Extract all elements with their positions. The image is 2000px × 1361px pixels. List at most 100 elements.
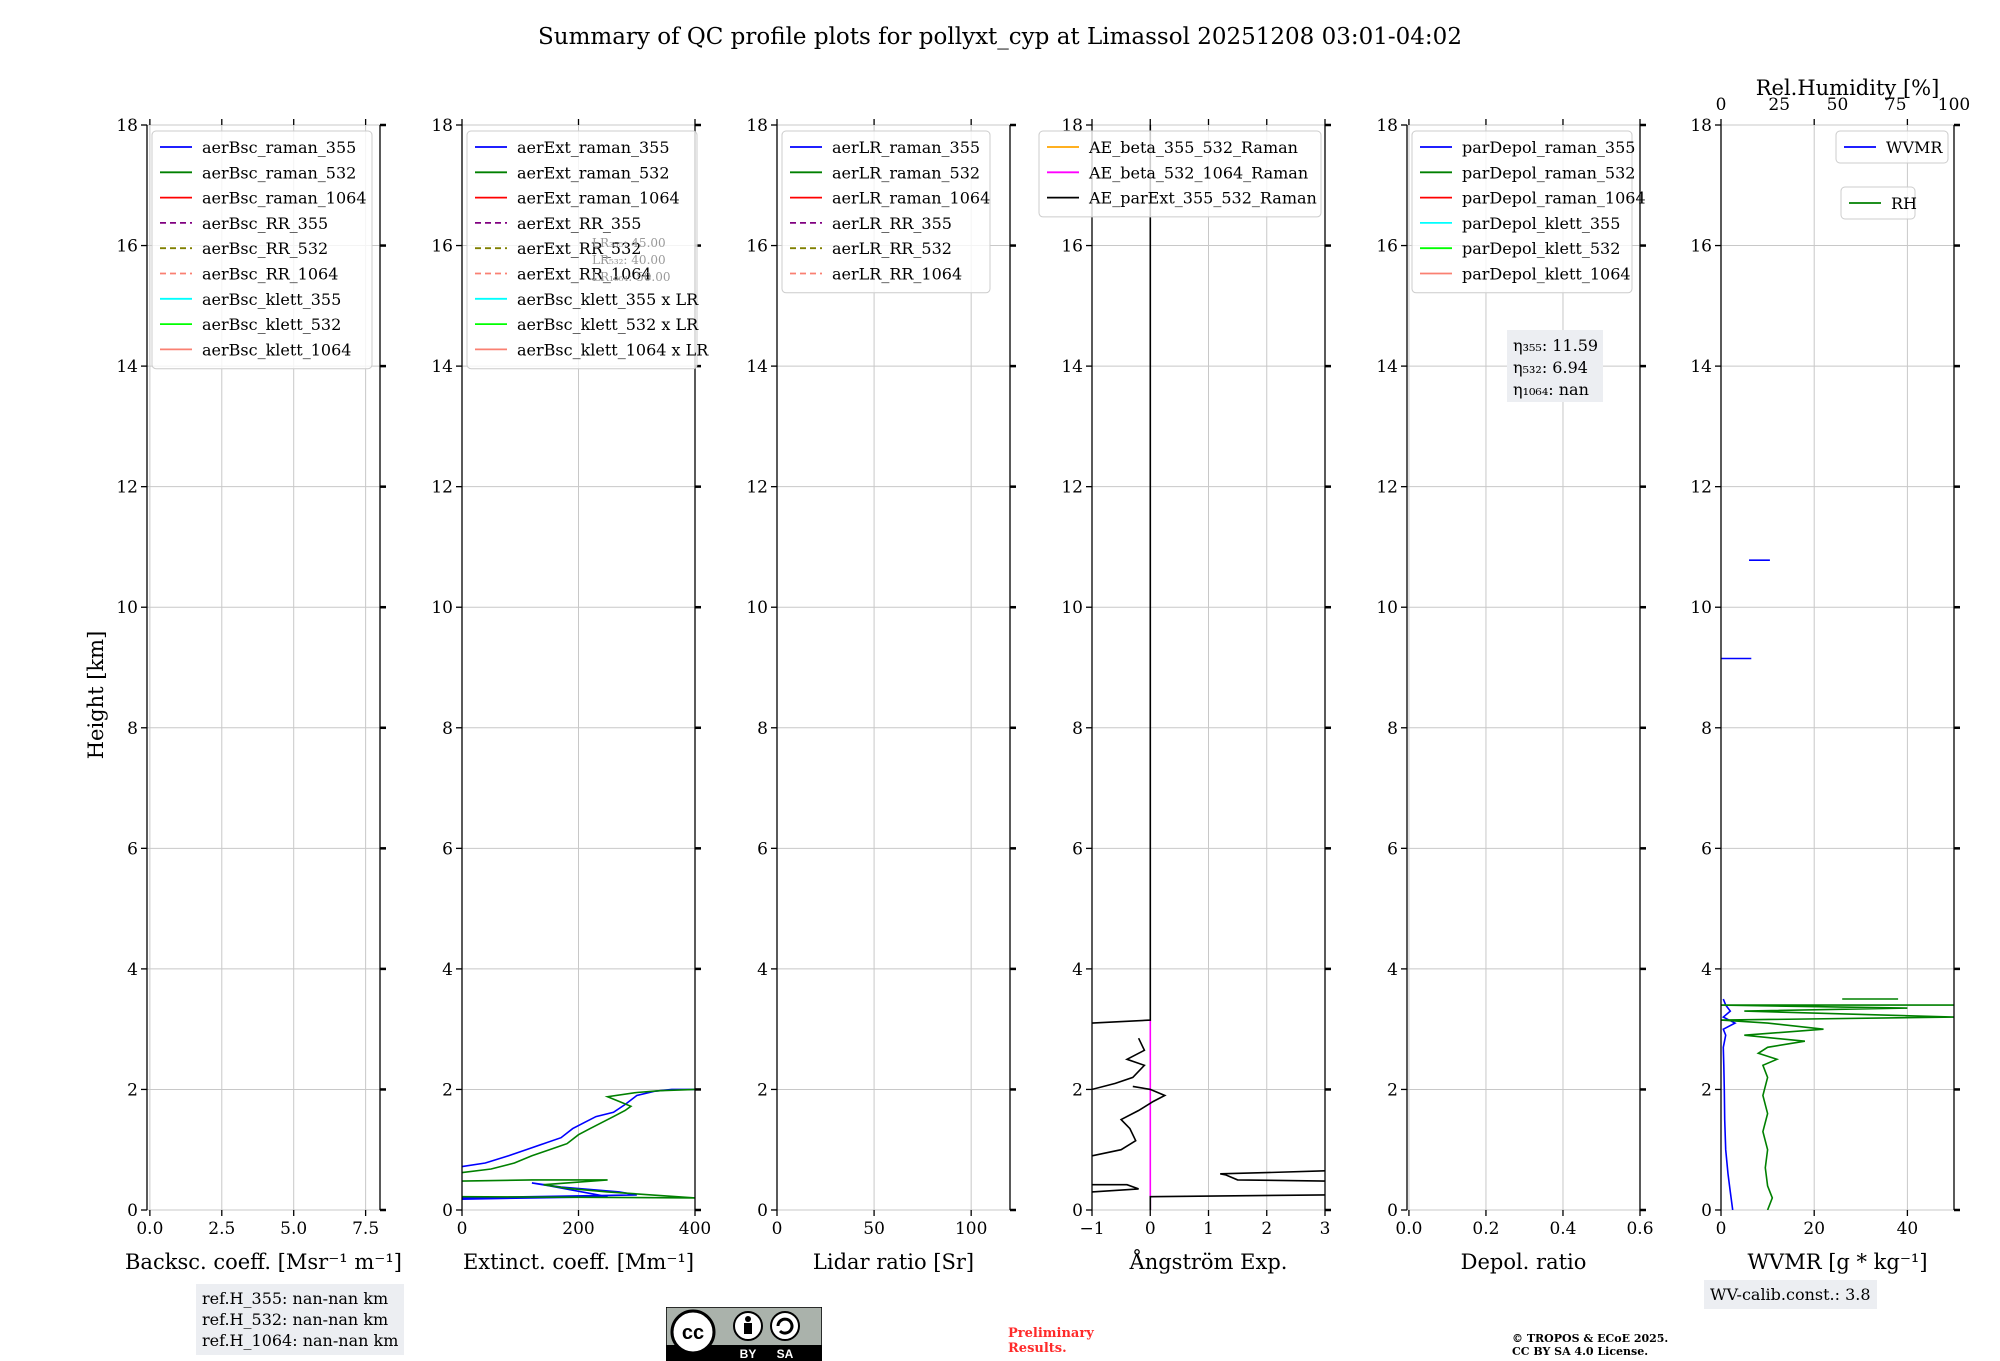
eta-annotation: η₁₀₆₄: nan (1513, 380, 1589, 399)
top-tick-label: 50 (1827, 95, 1849, 115)
legend-label: aerExt_raman_532 (517, 163, 670, 182)
series-group (1092, 125, 1325, 1210)
y-tick-label: 0 (757, 1201, 768, 1221)
legend-label: aerBsc_klett_1064 (202, 340, 351, 359)
x-axis-label: WVMR [g * kg⁻¹] (1747, 1250, 1927, 1274)
legend-label: parDepol_raman_355 (1462, 138, 1635, 157)
y-tick-label: 6 (1387, 839, 1398, 859)
legend-label: aerExt_RR_532 (517, 239, 641, 258)
legend-label: aerBsc_klett_532 (202, 315, 341, 334)
series-line-AE_parExt_spike (1220, 1170, 1325, 1182)
x-tick-label: 0 (1145, 1219, 1156, 1239)
legend-ext: aerExt_raman_355 aerExt_raman_532 aerExt_r… (466, 130, 709, 370)
series-line-AE_parExt_355_532_Raman (1092, 125, 1152, 1024)
legend-label: aerBsc_RR_532 (202, 239, 328, 258)
x-tick-label: 0 (457, 1219, 468, 1239)
panel-ext: 0 2 4 6 8 10 12 14 16 18 0 200 400 Extinct. coeff. [M… (431, 116, 711, 1274)
sa-text: SA (777, 1347, 794, 1361)
y-tick-label: 2 (1701, 1080, 1712, 1100)
legend-label: aerBsc_RR_355 (202, 214, 328, 233)
y-tick-label: 10 (1061, 598, 1083, 618)
y-tick-label: 8 (442, 719, 453, 739)
y-tick-label: 18 (746, 116, 768, 136)
x-tick-label: 7.5 (352, 1219, 379, 1239)
preliminary-line-1: Preliminary (1008, 1326, 1094, 1341)
legend-label: AE_parExt_355_532_Raman (1088, 189, 1317, 208)
series-line-AE_parExt_low (1092, 1037, 1146, 1091)
legend-depol: parDepol_raman_355 parDepol_raman_532 parD… (1411, 130, 1646, 294)
y-tick-label: 2 (1072, 1080, 1083, 1100)
x-tick-label: 200 (562, 1219, 594, 1239)
y-tick-label: 4 (757, 960, 768, 980)
eta-box (1507, 330, 1603, 402)
panel-bsc: 0 2 4 6 8 10 12 14 16 18 0.0 2.5 5.0 7.5 Backsc. coeff… (116, 116, 402, 1274)
panel-lr: 0 2 4 6 8 10 12 14 16 18 0 50 100 Lidar ratio [Sr] aer… (746, 116, 1016, 1274)
legend-label: aerLR_RR_532 (832, 239, 952, 258)
x-tick-label: 2 (1261, 1219, 1272, 1239)
legend-label: aerBsc_RR_1064 (202, 265, 338, 284)
legend-frame (781, 130, 991, 294)
y-tick-label: 14 (1061, 357, 1083, 377)
top-tick-label: 75 (1885, 95, 1907, 115)
wv-calib-box: WV-calib.const.: 3.8 (1704, 1280, 1877, 1309)
legend-frame (1038, 130, 1322, 218)
legend-label: aerBsc_klett_1064 x LR (517, 340, 709, 359)
y-tick-label: 16 (116, 237, 138, 257)
series-line-AE_parExt_surf (1149, 1194, 1325, 1210)
series-line-AE_parExt_mid (1092, 1085, 1167, 1157)
eta-annotation: η₅₃₂: 6.94 (1513, 358, 1588, 377)
y-tick-label: 14 (116, 357, 138, 377)
x-axis-label: Extinct. coeff. [Mm⁻¹] (463, 1250, 694, 1274)
y-tick-label: 12 (1061, 478, 1083, 498)
series-line-aerExt_raman_532_low (462, 1179, 695, 1199)
x-tick-label: 0.0 (136, 1219, 163, 1239)
y-tick-label: 8 (1072, 719, 1083, 739)
y-tick-label: 0 (1387, 1201, 1398, 1221)
top-tick-label: 0 (1716, 95, 1727, 115)
y-tick-label: 8 (757, 719, 768, 739)
legend-label: aerBsc_raman_1064 (202, 189, 367, 208)
x-tick-label: 3 (1320, 1219, 1331, 1239)
wv-calib-const: WV-calib.const.: 3.8 (1710, 1285, 1871, 1304)
y-tick-label: 14 (746, 357, 768, 377)
y-tick-label: 12 (1690, 478, 1712, 498)
copyright-line-1: © TROPOS & ECoE 2025. (1512, 1332, 1669, 1345)
legend-frame (151, 130, 373, 370)
legend-frame (466, 130, 698, 370)
y-tick-label: 12 (116, 478, 138, 498)
legend-label: aerLR_raman_1064 (832, 189, 990, 208)
legend-label: aerLR_RR_1064 (832, 265, 962, 284)
y-tick-label: 0 (1072, 1201, 1083, 1221)
y-tick-label: 4 (442, 960, 453, 980)
y-tick-label: 12 (1376, 478, 1398, 498)
y-tick-label: 10 (116, 598, 138, 618)
legend-label: aerExt_raman_355 (517, 138, 670, 157)
x-tick-label: 100 (955, 1219, 987, 1239)
x-tick-label: 20 (1803, 1219, 1825, 1239)
y-tick-label: 16 (1061, 237, 1083, 257)
legend-WVMR: WVMR (1835, 130, 1949, 164)
legend-label: aerLR_RR_355 (832, 214, 952, 233)
series-line-aerExt_raman_355 (462, 1088, 695, 1168)
x-tick-label: 5.0 (280, 1219, 307, 1239)
y-tick-label: 12 (431, 478, 453, 498)
legend-label: aerBsc_raman_355 (202, 138, 356, 157)
series-group (1721, 559, 1954, 1210)
legend-label: parDepol_klett_1064 (1462, 265, 1631, 284)
y-tick-label: 0 (442, 1201, 453, 1221)
legend-RH: RH (1840, 186, 1917, 220)
legend-label: aerExt_raman_1064 (517, 189, 680, 208)
legend-label: RH (1891, 194, 1917, 213)
cc-text: cc (682, 1322, 704, 1344)
y-tick-label: 18 (1376, 116, 1398, 136)
y-tick-label: 4 (1701, 960, 1712, 980)
x-tick-label: 1 (1203, 1219, 1214, 1239)
series-line-aerExt_raman_532 (462, 1088, 695, 1174)
y-tick-label: 6 (1072, 839, 1083, 859)
ref-height-355: ref.H_355: nan-nan km (202, 1289, 389, 1308)
x-tick-label: 40 (1897, 1219, 1919, 1239)
legend-label: parDepol_klett_355 (1462, 214, 1620, 233)
y-axis-label: Height [km] (84, 631, 108, 760)
